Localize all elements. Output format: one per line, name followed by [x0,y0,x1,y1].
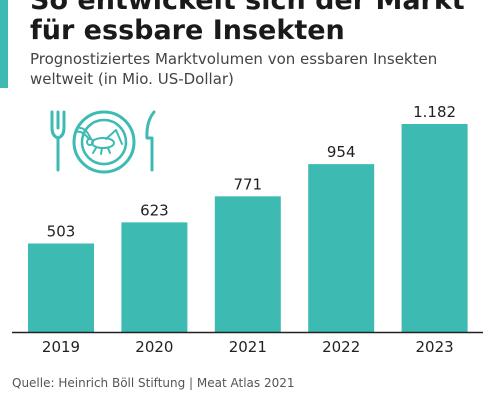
plate-fork-knife-cricket-icon [50,110,156,174]
bar-2021 [214,196,281,332]
bar-2020 [121,222,188,332]
chart-title: So entwickelt sich der Markt für essbare… [30,0,465,46]
category-label-2023: 2023 [416,338,454,356]
bar-2022 [308,164,375,332]
chart-title-line-2: für essbare Insekten [30,15,345,46]
value-label-2019: 503 [47,222,76,240]
chart-title-line-1: So entwickelt sich der Markt [30,0,465,16]
category-label-2022: 2022 [322,338,360,356]
value-label-2023: 1.182 [413,103,456,121]
value-label-2021: 771 [233,175,262,193]
labels-layer: 503 2019 623 2020 771 2021 954 2022 1.182 2023 [42,103,456,356]
value-label-2022: 954 [327,143,356,161]
value-label-2020: 623 [140,201,169,219]
source-note: Quelle: Heinrich Böll Stiftung | Meat At… [12,376,295,390]
bar-2019 [28,243,94,332]
bar-2023 [401,124,468,332]
category-label-2020: 2020 [135,338,173,356]
accent-bar [0,0,8,88]
category-label-2019: 2019 [42,338,80,356]
category-label-2021: 2021 [229,338,267,356]
bars-layer [28,124,468,332]
chart-subtitle: Prognostiziertes Marktvolumen von essbar… [30,50,438,88]
